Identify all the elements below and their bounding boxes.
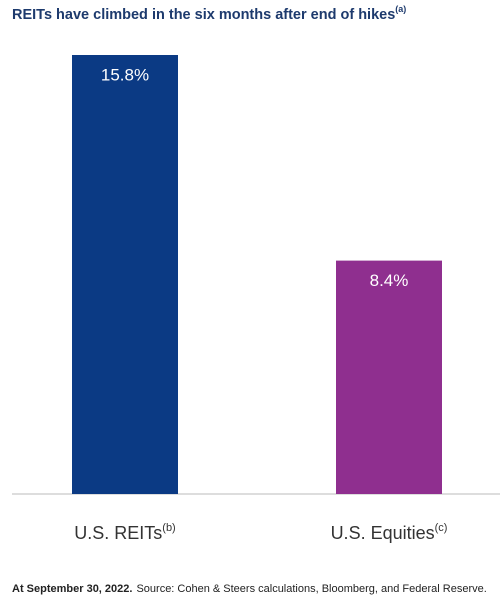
x-tick-label: U.S. REITs(b): [74, 522, 175, 543]
category-name: U.S. Equities: [331, 523, 435, 543]
bar: [72, 55, 178, 494]
value-label: 8.4%: [370, 271, 409, 290]
footnote-text: Source: Cohen & Steers calculations, Blo…: [136, 583, 486, 595]
title-text: REITs have climbed in the six months aft…: [12, 7, 395, 23]
x-tick-label: U.S. Equities(c): [331, 522, 448, 543]
title-superscript: (a): [395, 4, 406, 14]
footnote-bold: At September 30, 2022.: [12, 583, 132, 595]
chart-title: REITs have climbed in the six months aft…: [12, 4, 406, 22]
value-label: 15.8%: [101, 65, 149, 84]
footnote: At September 30, 2022. Source: Cohen & St…: [12, 583, 487, 595]
category-superscript: (c): [435, 522, 448, 534]
category-superscript: (b): [162, 522, 175, 534]
category-name: U.S. REITs: [74, 523, 162, 543]
bar: [336, 260, 442, 494]
